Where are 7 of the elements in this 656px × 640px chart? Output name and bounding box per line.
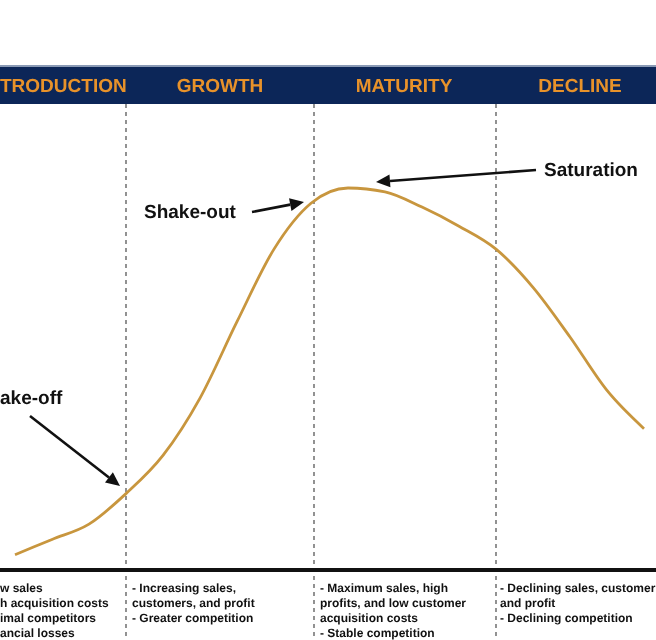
text: MATURITY	[355, 76, 454, 98]
text: TRODUCTION	[0, 76, 127, 98]
text: DECLINE	[538, 76, 622, 98]
annotation: ake-off	[0, 388, 64, 410]
text: Saturation	[544, 160, 639, 182]
text: GROWTH	[176, 76, 264, 98]
annotation: Shake-out	[144, 202, 238, 224]
